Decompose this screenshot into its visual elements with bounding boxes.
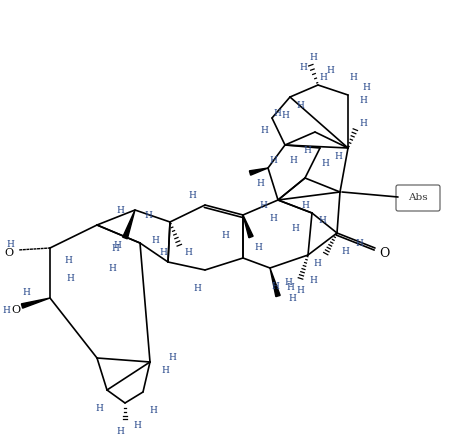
Text: H: H [349, 73, 357, 81]
Text: H: H [334, 151, 342, 161]
Text: H: H [168, 352, 176, 362]
Polygon shape [123, 210, 135, 239]
Polygon shape [250, 168, 268, 175]
Text: H: H [149, 406, 157, 414]
Text: H: H [286, 282, 294, 292]
FancyBboxPatch shape [396, 185, 440, 211]
Text: H: H [296, 100, 304, 110]
Polygon shape [21, 298, 50, 308]
Text: H: H [254, 242, 262, 252]
Text: O: O [12, 305, 20, 315]
Text: H: H [355, 238, 363, 247]
Text: H: H [303, 146, 311, 154]
Text: H: H [341, 246, 349, 256]
Text: H: H [159, 247, 167, 257]
Text: Abs: Abs [408, 193, 428, 202]
Text: H: H [133, 421, 141, 429]
Text: H: H [111, 243, 119, 253]
Text: O: O [5, 248, 13, 258]
Text: H: H [296, 286, 304, 294]
Polygon shape [243, 215, 253, 238]
Text: H: H [326, 66, 334, 74]
Text: H: H [299, 62, 307, 72]
Text: H: H [108, 264, 116, 272]
Text: H: H [6, 239, 14, 249]
Text: H: H [362, 83, 370, 92]
Text: H: H [184, 247, 192, 257]
Text: H: H [359, 95, 367, 105]
Text: H: H [95, 403, 103, 413]
Text: H: H [321, 158, 329, 168]
Text: H: H [269, 213, 277, 223]
Text: H: H [309, 52, 317, 62]
Text: H: H [144, 210, 152, 220]
Text: H: H [260, 125, 268, 135]
Text: H: H [113, 241, 121, 249]
Text: H: H [193, 283, 201, 293]
Text: O: O [379, 246, 389, 260]
Text: H: H [188, 191, 196, 199]
Text: H: H [2, 305, 10, 315]
Polygon shape [270, 268, 280, 297]
Text: H: H [309, 275, 317, 285]
Text: H: H [259, 201, 267, 209]
Text: H: H [116, 205, 124, 215]
Text: H: H [359, 118, 367, 128]
Text: H: H [313, 259, 321, 268]
Text: H: H [271, 282, 279, 290]
Text: H: H [66, 274, 74, 282]
Text: H: H [273, 109, 281, 117]
Text: H: H [269, 155, 277, 165]
Text: H: H [64, 256, 72, 264]
Text: H: H [319, 73, 327, 81]
Text: H: H [301, 201, 309, 209]
Text: H: H [288, 293, 296, 303]
Text: H: H [281, 110, 289, 120]
Text: H: H [151, 235, 159, 245]
Text: H: H [161, 366, 169, 374]
Text: H: H [318, 216, 326, 224]
Text: H: H [116, 426, 124, 436]
Text: H: H [289, 155, 297, 165]
Text: H: H [284, 278, 292, 286]
Text: H: H [256, 179, 264, 187]
Text: H: H [221, 231, 229, 239]
Text: H: H [22, 287, 30, 297]
Text: H: H [291, 224, 299, 232]
